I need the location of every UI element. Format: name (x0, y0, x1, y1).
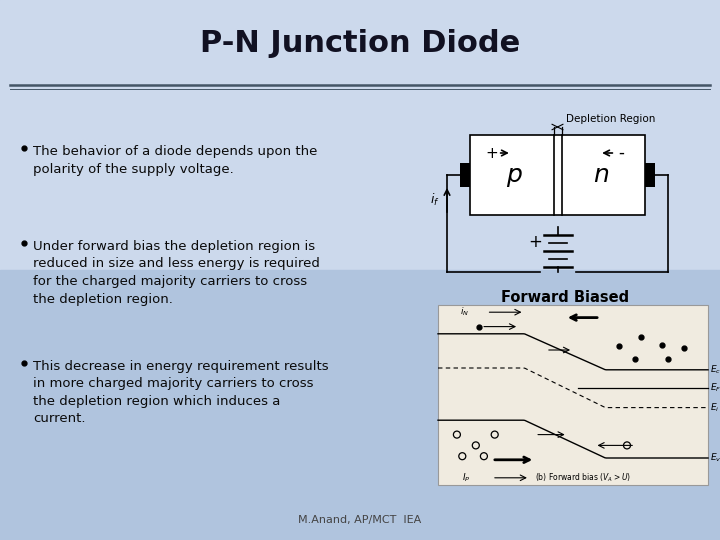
Bar (645, 163, 655, 187)
Text: Under forward bias the depletion region is
reduced in size and less energy is re: Under forward bias the depletion region … (33, 240, 320, 306)
Text: $E_c$: $E_c$ (710, 363, 720, 376)
Text: p: p (506, 163, 522, 187)
Text: $I_P$: $I_P$ (462, 471, 471, 484)
Bar (0, 0, 720, 270)
Bar (0, 270, 720, 540)
Text: $E_v$: $E_v$ (710, 452, 720, 464)
Bar (460, 163, 470, 187)
Text: (b) Forward bias ($V_A > U$): (b) Forward bias ($V_A > U$) (535, 471, 631, 484)
Text: n: n (593, 163, 609, 187)
Text: $i_N$: $i_N$ (459, 306, 469, 319)
Text: +: + (528, 233, 542, 251)
Text: M.Anand, AP/MCT  IEA: M.Anand, AP/MCT IEA (298, 515, 422, 525)
Text: +: + (485, 145, 498, 160)
Text: $E_i$: $E_i$ (710, 401, 719, 414)
Text: Depletion Region: Depletion Region (567, 114, 656, 124)
Text: -: - (618, 144, 624, 162)
Text: P-N Junction Diode: P-N Junction Diode (200, 29, 520, 57)
Text: Forward Biased: Forward Biased (501, 291, 629, 306)
Bar (470, 135, 645, 215)
Text: The behavior of a diode depends upon the
polarity of the supply voltage.: The behavior of a diode depends upon the… (33, 145, 318, 176)
Text: $E_{Fn}$: $E_{Fn}$ (710, 382, 720, 394)
Bar (438, 305, 708, 485)
Text: $i_f$: $i_f$ (430, 192, 440, 208)
Text: This decrease in energy requirement results
in more charged majority carriers to: This decrease in energy requirement resu… (33, 360, 328, 426)
Bar (0, 0, 720, 85)
